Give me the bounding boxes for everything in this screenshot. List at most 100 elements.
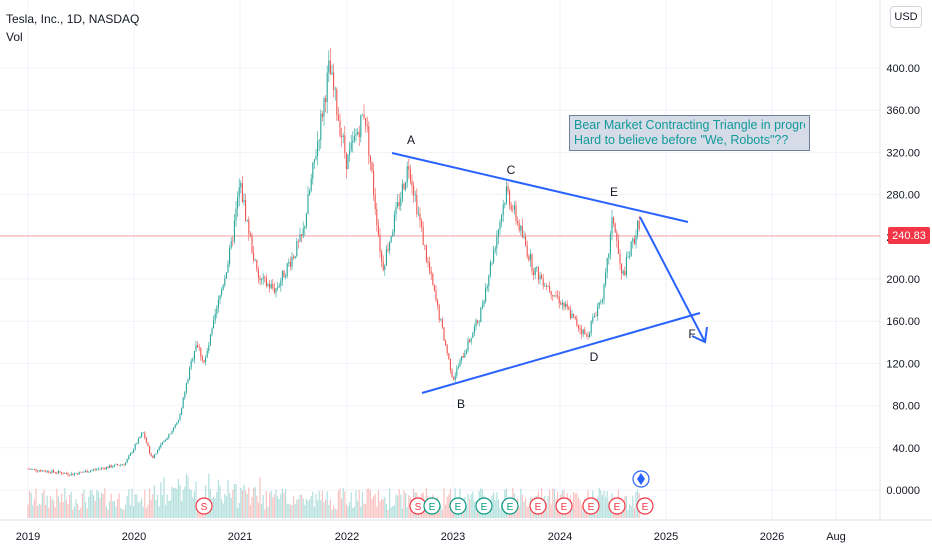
- volume-indicator-label[interactable]: Vol: [6, 30, 23, 44]
- candle-body: [621, 263, 623, 274]
- volume-bar: [187, 476, 189, 518]
- volume-bar: [349, 502, 351, 518]
- earnings-badge-icon[interactable]: E: [423, 497, 441, 515]
- candle-body: [297, 241, 299, 242]
- candle-body: [280, 280, 282, 286]
- x-tick-label: 2020: [122, 531, 146, 543]
- candle-body: [350, 142, 352, 150]
- volume-bar: [96, 489, 98, 518]
- candle-body: [593, 315, 595, 318]
- candle-body: [88, 471, 90, 473]
- volume-bar: [133, 506, 135, 518]
- y-tick-label: 160.00: [886, 316, 920, 328]
- candle-body: [232, 241, 234, 242]
- candle-body: [513, 205, 515, 210]
- volume-bar: [214, 498, 216, 518]
- candle-body: [120, 464, 122, 466]
- candle-body: [93, 469, 95, 471]
- earnings-badge-icon[interactable]: E: [608, 497, 626, 515]
- split-badge-icon[interactable]: S: [195, 497, 213, 515]
- candle-body: [248, 219, 250, 234]
- earnings-badge-icon[interactable]: E: [529, 497, 547, 515]
- earnings-badge-icon[interactable]: E: [501, 497, 519, 515]
- candle-body: [568, 307, 570, 310]
- candle-body: [558, 296, 560, 303]
- volume-bar: [550, 504, 552, 518]
- candle-body: [614, 223, 616, 233]
- volume-bar: [598, 488, 600, 518]
- volume-bar: [473, 502, 475, 518]
- annotation-note[interactable]: Bear Market Contracting Triangle in prog…: [569, 115, 810, 151]
- volume-bar: [78, 509, 80, 518]
- volume-bar: [309, 499, 311, 518]
- note-line: Bear Market Contracting Triangle in prog…: [574, 118, 805, 132]
- candle-body: [230, 241, 232, 248]
- candle-body: [496, 236, 498, 249]
- earnings-badge-icon[interactable]: E: [555, 497, 573, 515]
- volume-bar: [144, 489, 146, 518]
- candle-body: [141, 433, 143, 437]
- volume-bar: [472, 491, 474, 518]
- volume-bar: [61, 493, 63, 518]
- volume-bar: [177, 478, 179, 518]
- volume-bar: [401, 508, 403, 518]
- candle-body: [521, 225, 523, 238]
- candle-body: [441, 319, 443, 328]
- candle-body: [518, 223, 520, 231]
- volume-bar: [109, 501, 111, 518]
- volume-bar: [336, 509, 338, 518]
- candle-body: [494, 248, 496, 251]
- volume-bar: [443, 488, 445, 518]
- earnings-badge-icon[interactable]: E: [582, 497, 600, 515]
- candle-body: [456, 368, 458, 376]
- diamond-marker-icon[interactable]: [632, 470, 650, 488]
- candle-body: [216, 308, 218, 314]
- candle-body: [33, 468, 35, 470]
- badge-letter: E: [507, 502, 514, 513]
- candle-body: [560, 302, 562, 305]
- volume-bar: [59, 502, 61, 518]
- volume-bar: [333, 505, 335, 518]
- volume-bar: [581, 504, 583, 518]
- candle-body: [115, 464, 117, 465]
- symbol-title[interactable]: Tesla, Inc., 1D, NASDAQ: [6, 12, 140, 26]
- volume-bar: [608, 501, 610, 518]
- candle-body: [486, 286, 488, 289]
- earnings-badge-icon[interactable]: E: [449, 497, 467, 515]
- candle-body: [430, 271, 432, 274]
- candle-body: [413, 185, 415, 196]
- volume-bar: [112, 501, 114, 518]
- volume-bar: [577, 497, 579, 518]
- earnings-badge-icon[interactable]: E: [636, 497, 654, 515]
- volume-bar: [197, 506, 199, 518]
- candle-body: [293, 256, 295, 258]
- earnings-badge-icon[interactable]: E: [475, 497, 493, 515]
- volume-bar: [272, 497, 274, 518]
- volume-bar: [366, 488, 368, 518]
- badge-letter: E: [588, 502, 595, 513]
- candle-body: [107, 466, 109, 468]
- x-tick-label: 2026: [760, 531, 784, 543]
- volume-bar: [350, 492, 352, 518]
- candle-body: [241, 183, 243, 202]
- candle-body: [411, 180, 413, 186]
- candle-body: [264, 276, 266, 278]
- volume-bar: [181, 500, 183, 518]
- candle-body: [563, 302, 565, 307]
- volume-bar: [365, 503, 367, 518]
- volume-bar: [289, 504, 291, 518]
- volume-bar: [627, 509, 629, 518]
- volume-bar: [157, 494, 159, 518]
- volume-bar: [237, 507, 239, 518]
- volume-bar: [262, 495, 264, 518]
- currency-button[interactable]: USD: [890, 6, 922, 28]
- volume-bar: [249, 504, 251, 518]
- volume-bar: [48, 508, 50, 518]
- volume-bar: [73, 506, 75, 518]
- projection-arrowhead: [691, 326, 708, 344]
- volume-bar: [384, 496, 386, 518]
- candle-body: [517, 220, 519, 224]
- x-tick-label: 2019: [16, 531, 40, 543]
- volume-bar: [161, 495, 163, 518]
